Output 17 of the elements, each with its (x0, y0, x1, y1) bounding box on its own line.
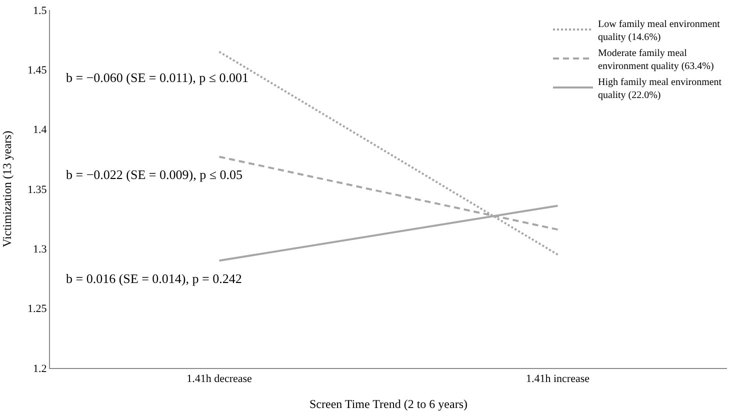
x-tick-label: 1.41h decrease (186, 373, 252, 386)
y-tick-label: 1.3 (33, 244, 48, 256)
y-tick-label: 1.2 (33, 362, 47, 375)
annotation: b = 0.016 (SE = 0.014), p = 0.242 (66, 271, 242, 286)
y-tick-label: 1.5 (33, 4, 48, 17)
annotation: b = −0.060 (SE = 0.011), p ≤ 0.001 (66, 70, 248, 85)
y-tick-label: 1.35 (28, 184, 48, 196)
legend-label: High family meal environment quality (22.0%) (598, 76, 722, 101)
legend-label: Low family meal environment quality (14.6%) (598, 18, 720, 43)
legend-label: Moderate family meal environment quality (63.4%) (598, 48, 714, 72)
x-axis-title: Screen Time Trend (2 to 6 years) (310, 397, 468, 412)
annotation: b = −0.022 (SE = 0.009), p ≤ 0.05 (66, 167, 242, 182)
y-tick-label: 1.4 (33, 124, 48, 136)
x-tick-label: 1.41h increase (526, 373, 590, 386)
y-tick-label: 1.45 (28, 64, 48, 77)
y-axis-title: Victimization (13 years) (0, 130, 14, 248)
y-tick-label: 1.25 (28, 303, 48, 316)
